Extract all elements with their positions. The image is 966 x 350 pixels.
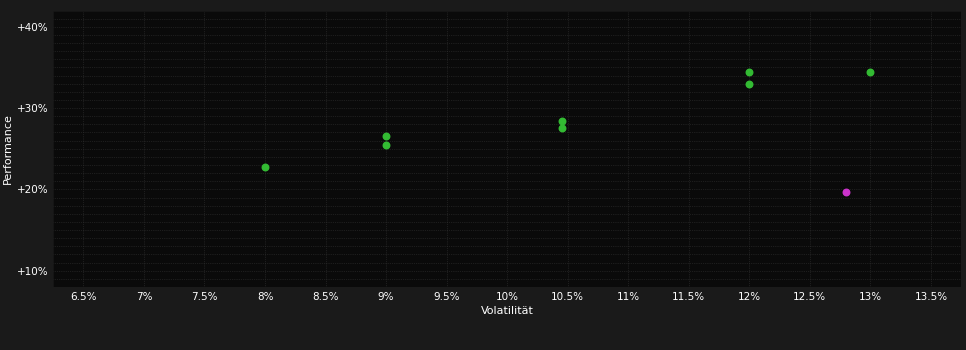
Point — [838, 189, 854, 195]
X-axis label: Volatilität: Volatilität — [481, 306, 533, 316]
Point — [257, 164, 272, 169]
Point — [379, 133, 394, 139]
Point — [379, 142, 394, 147]
Y-axis label: Performance: Performance — [3, 113, 13, 184]
Point — [742, 70, 757, 75]
Point — [863, 70, 878, 75]
Point — [554, 118, 569, 124]
Point — [554, 126, 569, 131]
Point — [742, 81, 757, 86]
